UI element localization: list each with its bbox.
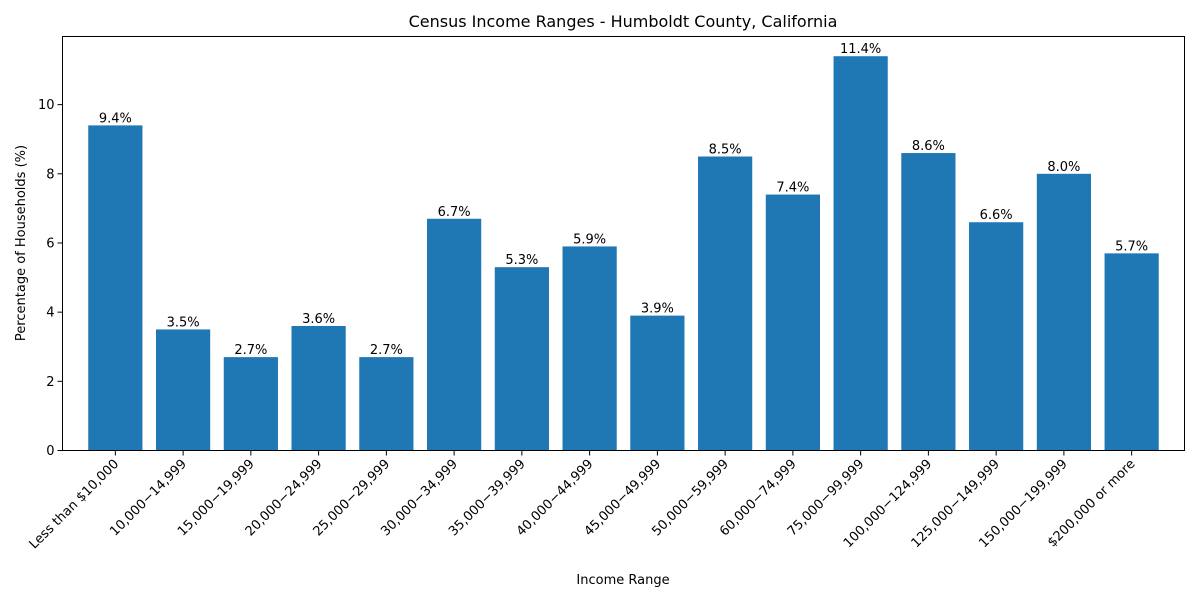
y-tick-label-5: 10 — [38, 98, 55, 113]
data-labels-layer: 9.4% 3.5% 2.7% 3.6% 2.7% 6.7% 5.3% 5.9% 3.9% 8.5%… — [99, 42, 1148, 358]
bars-layer — [88, 56, 1159, 451]
data-label-7: 5.9% — [573, 232, 606, 247]
bar-7 — [562, 246, 617, 451]
data-label-12: 8.6% — [912, 139, 945, 154]
bar-8 — [630, 315, 685, 451]
y-axis: 0 2 4 6 8 10 — [38, 98, 63, 459]
bar-4 — [359, 357, 414, 451]
y-tick-label-3: 6 — [46, 236, 54, 251]
bar-1 — [156, 329, 211, 451]
data-label-4: 2.7% — [370, 343, 403, 358]
data-label-0: 9.4% — [99, 111, 132, 126]
data-label-15: 5.7% — [1115, 239, 1148, 254]
y-tick-label-1: 2 — [46, 375, 54, 390]
data-label-10: 7.4% — [776, 181, 809, 196]
y-axis-label: Percentage of Households (%) — [14, 145, 29, 341]
bar-15 — [1104, 253, 1159, 451]
data-label-8: 3.9% — [641, 302, 674, 317]
y-tick-label-2: 4 — [46, 306, 54, 321]
bar-9 — [698, 156, 753, 451]
bar-11 — [833, 56, 888, 451]
bar-5 — [427, 218, 482, 451]
plot-frame — [62, 36, 1185, 451]
bar-10 — [765, 194, 820, 451]
data-label-13: 6.6% — [980, 208, 1013, 223]
data-label-3: 3.6% — [302, 312, 335, 327]
data-label-9: 8.5% — [709, 143, 742, 158]
bar-0 — [88, 125, 143, 451]
bar-6 — [494, 267, 549, 451]
bar-3 — [291, 325, 346, 451]
data-label-2: 2.7% — [234, 343, 267, 358]
data-label-5: 6.7% — [438, 205, 471, 220]
chart-title: Census Income Ranges - Humboldt County, … — [409, 12, 838, 31]
data-label-14: 8.0% — [1047, 160, 1080, 175]
x-tick-label-0: Less than $10,000 — [27, 457, 123, 553]
x-axis: Less than $10,00010,000−14,99915,000−19,… — [27, 450, 1138, 553]
y-tick-label-0: 0 — [46, 444, 54, 459]
bar-13 — [969, 222, 1024, 451]
y-tick-label-4: 8 — [46, 167, 54, 182]
data-label-1: 3.5% — [167, 315, 200, 330]
data-label-6: 5.3% — [505, 253, 538, 268]
bar-12 — [901, 153, 956, 451]
data-label-11: 11.4% — [840, 42, 881, 57]
bar-14 — [1036, 173, 1091, 451]
bar-2 — [223, 357, 278, 451]
x-axis-label: Income Range — [576, 573, 669, 588]
